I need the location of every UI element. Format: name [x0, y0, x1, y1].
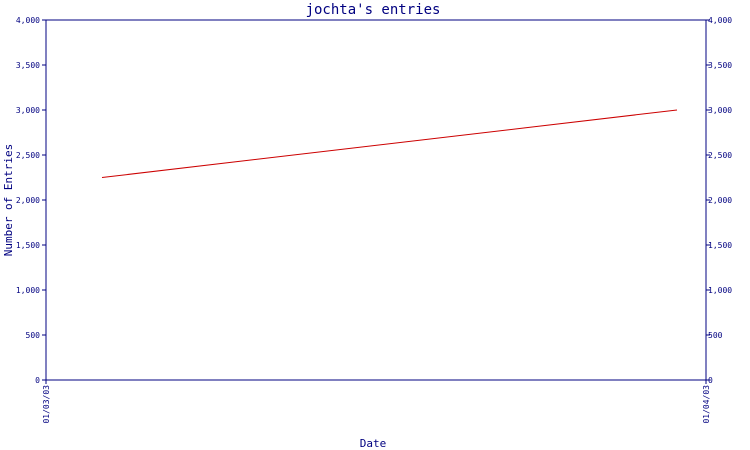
y-tick-label-right: 1,000 [708, 286, 732, 295]
y-tick-label-left: 0 [35, 376, 40, 385]
y-tick-label-right: 3,500 [708, 61, 732, 70]
y-tick-label-left: 1,500 [16, 241, 40, 250]
y-tick-label-right: 1,500 [708, 241, 732, 250]
y-axis-label: Number of Entries [2, 144, 15, 257]
x-tick-label: 01/03/03 [42, 385, 51, 424]
y-tick-label-right: 500 [708, 331, 723, 340]
y-tick-label-left: 2,500 [16, 151, 40, 160]
y-tick-label-left: 3,500 [16, 61, 40, 70]
y-tick-label-left: 500 [26, 331, 41, 340]
x-axis-label: Date [360, 437, 387, 450]
chart-title: jochta's entries [306, 2, 441, 18]
y-tick-label-right: 3,000 [708, 106, 732, 115]
y-tick-label-right: 4,000 [708, 16, 732, 25]
y-tick-label-right: 0 [708, 376, 713, 385]
series-line [101, 109, 678, 178]
y-axis-right: 0 500 1,000 1,500 2,000 2,500 3,000 3,500 4,000 [706, 16, 732, 385]
x-axis: 01/03/03 01/04/03 [42, 380, 711, 424]
series-group [101, 109, 678, 178]
x-tick-label: 01/04/03 [702, 385, 711, 424]
y-axis-left: 0 500 1,000 1,500 2,000 2,500 3,000 3,500 4,000 [16, 16, 46, 385]
y-tick-label-right: 2,000 [708, 196, 732, 205]
y-tick-label-left: 3,000 [16, 106, 40, 115]
plot-frame [45, 19, 707, 381]
y-tick-label-left: 4,000 [16, 16, 40, 25]
y-tick-label-right: 2,500 [708, 151, 732, 160]
y-tick-label-left: 2,000 [16, 196, 40, 205]
y-tick-label-left: 1,000 [16, 286, 40, 295]
